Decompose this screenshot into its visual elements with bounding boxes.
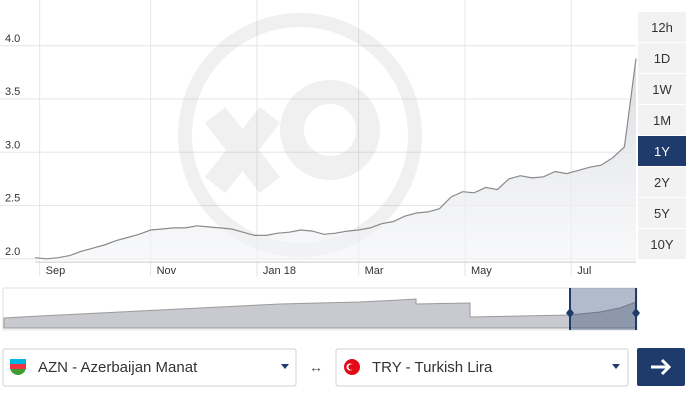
watermark [178,13,422,257]
button-label: 2Y [654,175,670,190]
range-button[interactable]: 1D [638,43,686,73]
button-label: 12h [651,20,673,35]
from-currency: AZN - Azerbaijan Manat [38,359,198,376]
button-label: 5Y [654,206,670,221]
to-currency: TRY - Turkish Lira [372,359,493,376]
y-tick-label: 3.0 [5,139,20,151]
convert-button[interactable] [637,348,685,386]
range-button[interactable]: 2Y [638,167,686,197]
x-tick-label: Nov [157,265,177,277]
x-tick-label: May [471,265,492,277]
button-label: 10Y [650,237,673,252]
button-bg [638,229,686,259]
line [34,58,637,260]
to-selector[interactable]: TRY - Turkish Lira [335,348,629,387]
button-bg [638,43,686,73]
y-tick-label: 4.0 [5,33,20,45]
y-tick-label: 2.0 [5,246,20,258]
x-tick-label: Jul [577,265,591,277]
button-label: 1W [652,82,672,97]
from-selector[interactable]: AZN - Azerbaijan Manat [2,348,297,387]
area-fill [35,58,636,262]
range-button[interactable]: 12h [638,12,686,42]
swap-icon[interactable]: ↔ [309,359,323,375]
range-button[interactable]: 1W [638,74,686,104]
range-button[interactable]: 10Y [638,229,686,259]
button-bg [638,105,686,135]
x-tick-label: Mar [365,265,384,277]
button-label: 1D [654,51,671,66]
button-bg [638,74,686,104]
y-tick-label: 2.5 [5,193,20,205]
button-bg [638,167,686,197]
button-bg [638,12,686,42]
range-button[interactable]: 1M [638,105,686,135]
navigator [2,287,640,331]
y-tick-label: 3.5 [5,86,20,98]
button-label: 1M [653,113,671,128]
x-tick-label: Jan 18 [263,265,296,277]
x-tick-label: Sep [46,265,66,277]
range-button[interactable]: 5Y [638,198,686,228]
button-bg [638,136,686,166]
button-label: 1Y [654,144,670,159]
range-button[interactable]: 1Y [638,136,686,166]
button-bg [638,198,686,228]
